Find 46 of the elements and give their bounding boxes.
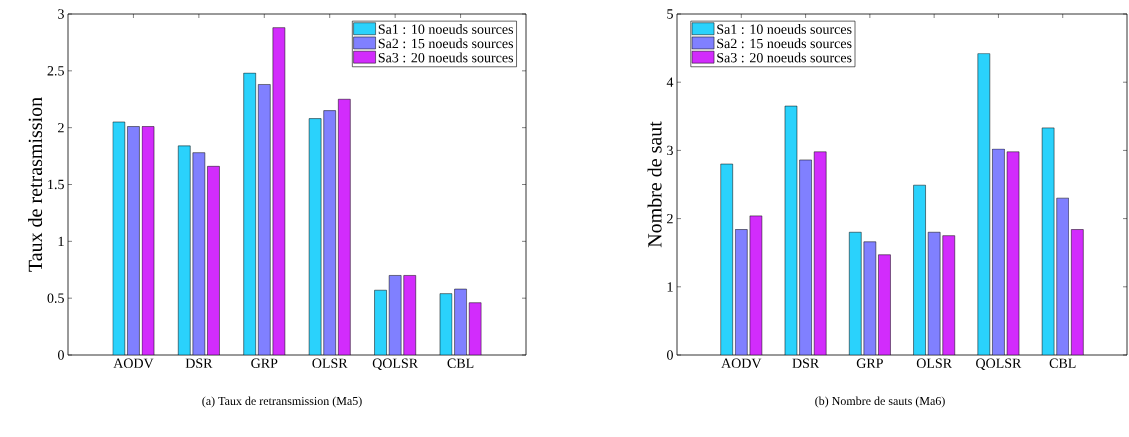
y-tick-label: 0 <box>58 350 64 360</box>
bar <box>720 163 733 356</box>
y-axis-title: Nombre de saut <box>647 121 662 248</box>
bar <box>258 84 271 356</box>
text: (a) Taux de retransmission (Ma5) <box>202 396 362 408</box>
y-tick-label: 3 <box>667 145 673 156</box>
y-tick-label: 1 <box>667 282 673 292</box>
x-tick-label: DSR <box>792 358 820 368</box>
bar <box>913 184 926 356</box>
y-tick-label: 4 <box>666 77 674 87</box>
y-tick-label: 1.5 <box>48 179 64 190</box>
bar <box>878 254 891 356</box>
y-tick-label: 2 <box>667 213 673 224</box>
legend-label: Sa1 : 10 noeuds sources <box>378 24 514 35</box>
x-tick-label: QOLSR <box>372 358 419 371</box>
y-tick-label: 3 <box>58 9 64 19</box>
x-tick-label: AODV <box>113 358 154 369</box>
y-tick-label: 2 <box>58 123 64 133</box>
x-tick-label: CBL <box>447 358 474 368</box>
x-tick-label: QOLSR <box>976 358 1022 371</box>
x-tick-label: OLSR <box>312 358 348 368</box>
legend-label: Sa3 : 20 noeuds sources <box>378 52 514 63</box>
legend-label: Sa1 : 10 noeuds sources <box>717 24 852 35</box>
y-tick-label: 0.5 <box>47 293 64 303</box>
legend-label: Sa3 : 20 noeuds sources <box>717 52 852 63</box>
y-tick-label: 0 <box>667 350 673 360</box>
legend-label: Sa2 : 15 noeuds sources <box>717 38 852 49</box>
x-tick-label: DSR <box>185 358 213 368</box>
bar <box>977 53 991 356</box>
bar <box>1071 229 1084 356</box>
bar <box>813 151 827 356</box>
x-tick-label: GRP <box>856 358 883 368</box>
bar <box>849 232 862 356</box>
x-tick-label: AODV <box>721 358 762 369</box>
x-tick-label: OLSR <box>916 358 953 368</box>
y-tick-label: 2.5 <box>47 66 64 76</box>
y-tick-label: 5 <box>667 9 673 19</box>
bar <box>323 110 336 356</box>
legend-label: Sa2 : 15 noeuds sources <box>378 38 514 49</box>
text: (b) Nombre de sauts (Ma6) <box>815 396 945 408</box>
x-tick-label: CBL <box>1049 358 1076 368</box>
bar <box>127 126 140 356</box>
y-tick-label: 1 <box>58 236 64 246</box>
bar <box>942 235 955 356</box>
y-axis-title: Taux de retrasmission <box>28 97 43 272</box>
x-tick-label: GRP <box>251 358 278 368</box>
